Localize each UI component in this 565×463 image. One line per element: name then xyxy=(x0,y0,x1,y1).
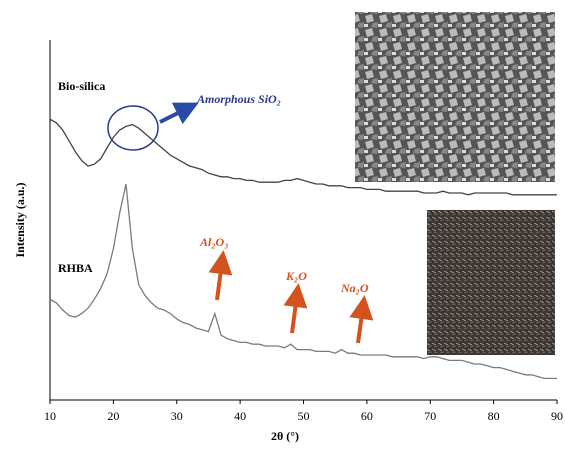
sample-photo xyxy=(427,210,555,355)
annotation: Amorphous SiO₂ xyxy=(196,92,281,106)
arrow xyxy=(349,295,374,344)
x-tick-label: 10 xyxy=(44,409,56,423)
y-axis-label: Intensity (a.u.) xyxy=(13,182,27,257)
highlight-circle xyxy=(107,105,159,151)
annotation: Al₂O₃ xyxy=(199,235,228,249)
x-tick-label: 60 xyxy=(361,409,373,423)
annotation: Na₂O xyxy=(340,281,369,295)
x-axis-label: 2θ (°) xyxy=(271,429,299,443)
arrow xyxy=(283,283,308,334)
data-line xyxy=(49,118,557,196)
series-label: RHBA xyxy=(58,261,93,275)
x-tick-label: 90 xyxy=(551,409,563,423)
x-tick-label: 20 xyxy=(107,409,119,423)
sem-image xyxy=(355,12,555,182)
annotation: K₂O xyxy=(285,269,307,283)
x-tick-label: 70 xyxy=(424,409,436,423)
x-tick-label: 30 xyxy=(171,409,183,423)
x-tick-label: 80 xyxy=(488,409,500,423)
arrow xyxy=(159,102,199,125)
x-tick-label: 50 xyxy=(298,409,310,423)
series-label: Bio-silica xyxy=(58,79,105,93)
data-line xyxy=(49,183,557,380)
arrow xyxy=(208,250,233,301)
x-tick-label: 40 xyxy=(234,409,246,423)
